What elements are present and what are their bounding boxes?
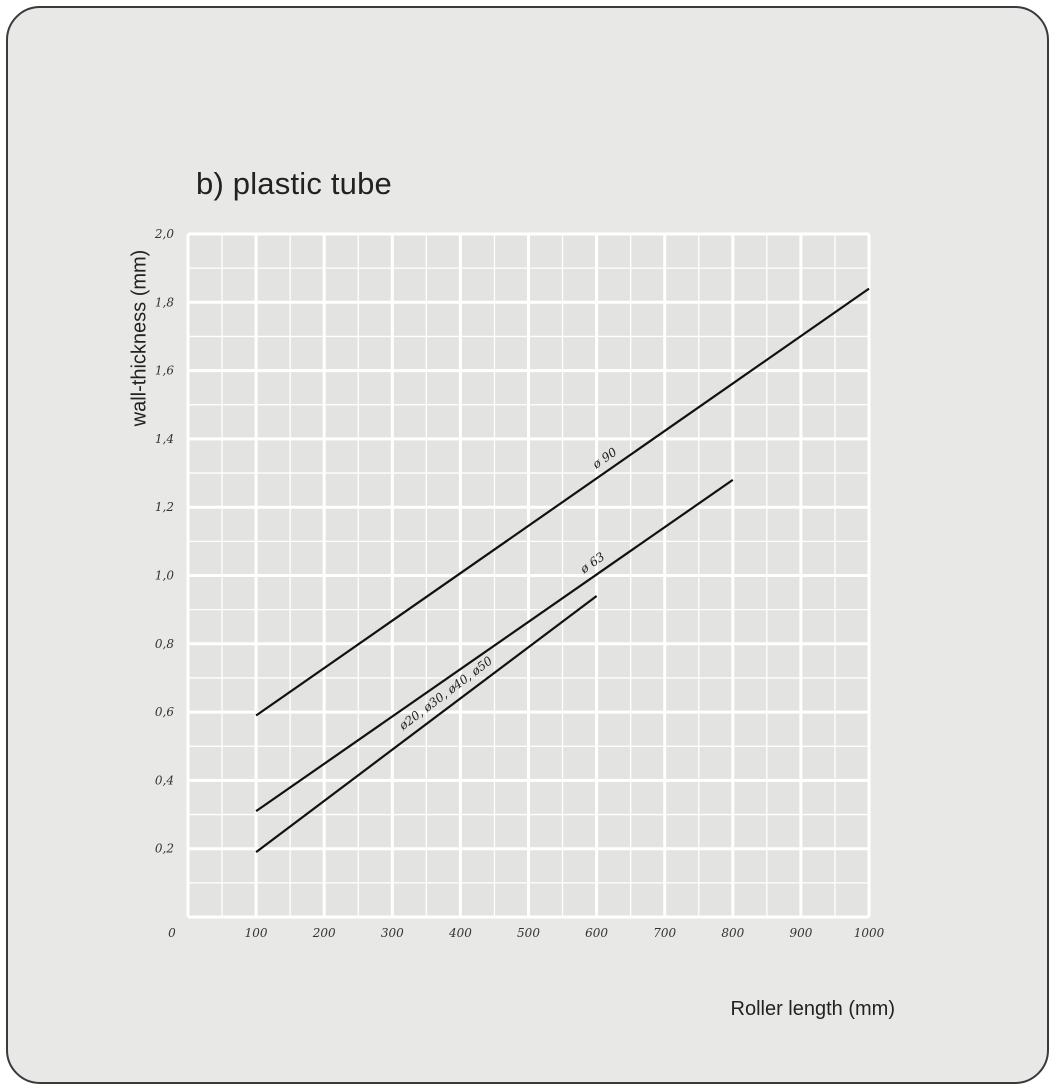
y-tick-label: 0,4 bbox=[155, 773, 174, 787]
y-tick-label: 1,8 bbox=[155, 295, 174, 309]
x-tick-label: 500 bbox=[517, 926, 540, 940]
x-tick-label: 1000 bbox=[854, 926, 885, 940]
y-tick-label: 1,0 bbox=[155, 569, 174, 583]
x-tick-label: 900 bbox=[789, 926, 812, 940]
x-tick-label: 200 bbox=[312, 926, 336, 940]
series-line bbox=[255, 478, 734, 813]
y-tick-label: 0,6 bbox=[155, 705, 174, 719]
y-tick-label: 0,2 bbox=[155, 842, 174, 856]
x-tick-label: 400 bbox=[448, 926, 472, 940]
y-tick-label: 1,6 bbox=[155, 364, 174, 378]
y-tick-label: 2,0 bbox=[154, 227, 174, 241]
x-tick-label: 700 bbox=[653, 926, 676, 940]
x-axis-label: Roller length (mm) bbox=[730, 998, 895, 1020]
x-tick-label: 800 bbox=[721, 926, 744, 940]
y-tick-label: 0,8 bbox=[155, 637, 174, 651]
chart-title: b) plastic tube bbox=[196, 166, 392, 201]
y-tick-label: 1,4 bbox=[155, 432, 174, 446]
y-tick-label: 1,2 bbox=[155, 500, 174, 514]
series-line bbox=[255, 287, 870, 717]
x-tick-label: 300 bbox=[381, 926, 404, 940]
x-tick-label: 600 bbox=[585, 926, 608, 940]
x-tick-label: 100 bbox=[245, 926, 268, 940]
x-tick-label: 0 bbox=[168, 926, 176, 940]
series-line bbox=[255, 595, 598, 853]
